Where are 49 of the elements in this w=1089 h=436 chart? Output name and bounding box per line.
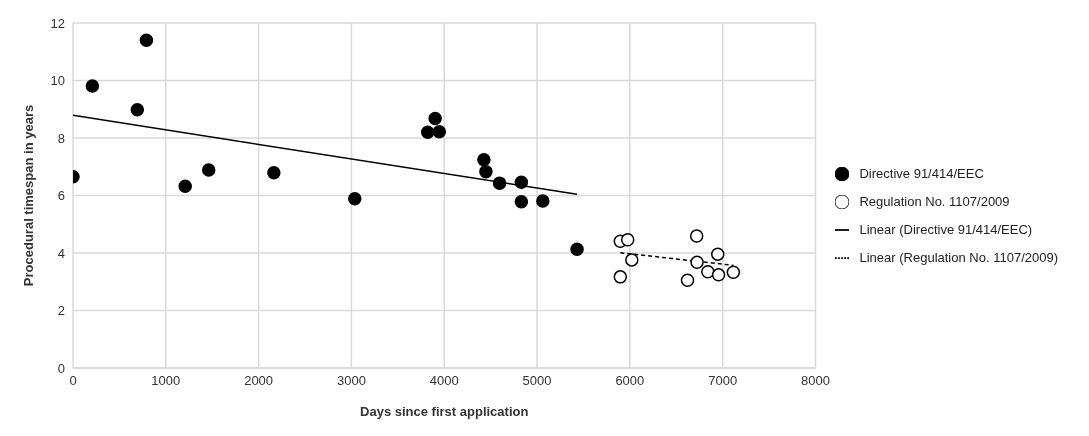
point [690,255,704,269]
y-tick-label: 12 [50,15,65,31]
x-tick-label: 4000 [429,373,459,389]
point [139,33,154,47]
legend-label: Directive 91/414/EEC [859,165,984,181]
point [479,164,493,179]
x-tick-label: 5000 [522,373,552,389]
y-tick-label: 10 [50,73,65,89]
point [689,229,704,243]
point [348,191,362,206]
x-tick-label: 0 [69,373,77,389]
y-axis-title: Procedural timespan in years [20,104,36,287]
point [267,166,281,180]
legend-label: Regulation No. 1107/2009 [859,193,1010,209]
point [726,265,741,280]
x-axis-title: Days since first application [360,404,529,419]
point [536,194,550,208]
y-tick-label: 4 [57,245,65,261]
point [680,273,695,288]
x-tick-label: 8000 [801,373,830,389]
y-tick-label: 2 [57,303,65,319]
y-tick-label: 8 [57,130,65,146]
legend-label: Linear (Directive 91/414/EEC) [859,221,1033,237]
point [178,179,192,194]
x-tick-label: 2000 [244,373,274,389]
point [625,253,639,267]
y-tick-label: 6 [57,188,65,204]
point [514,195,529,209]
point [613,270,628,284]
x-tick-label: 1000 [151,373,181,389]
point [711,268,726,282]
point [420,125,435,139]
point [85,79,100,93]
point [514,175,529,190]
point [432,124,447,139]
x-tick-label: 6000 [615,373,645,389]
point [492,176,507,190]
point [201,163,216,177]
point [620,233,635,247]
legend-label: Linear (Regulation No. 1107/2009) [859,249,1058,265]
point [428,111,442,126]
point [711,247,725,261]
x-tick-label: 3000 [336,373,366,389]
point [130,103,145,117]
point [701,264,715,279]
point [477,153,491,167]
x-tick-label: 7000 [708,373,738,389]
point [570,242,584,257]
y-tick-label: 0 [57,360,65,376]
